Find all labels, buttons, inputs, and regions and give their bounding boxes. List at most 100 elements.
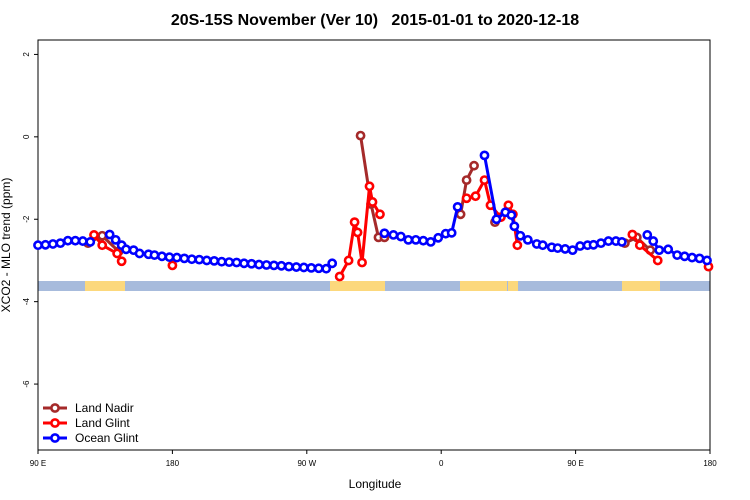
data-point bbox=[224, 257, 235, 268]
data-point bbox=[164, 252, 175, 263]
data-point bbox=[469, 160, 479, 171]
data-point bbox=[110, 234, 121, 245]
y-tick-label: 2 bbox=[22, 52, 31, 57]
data-point bbox=[627, 229, 638, 240]
data-point bbox=[349, 217, 360, 228]
data-point bbox=[116, 256, 127, 267]
data-point bbox=[261, 260, 272, 270]
data-point bbox=[455, 209, 466, 220]
data-point bbox=[112, 248, 123, 259]
data-point bbox=[410, 234, 421, 245]
data-point bbox=[149, 250, 160, 260]
data-point bbox=[283, 261, 294, 272]
data-point bbox=[506, 210, 517, 221]
data-point bbox=[522, 234, 533, 245]
data-point bbox=[603, 236, 614, 246]
data-point bbox=[40, 239, 51, 250]
data-point bbox=[652, 255, 663, 266]
data-point bbox=[239, 258, 249, 269]
data-point bbox=[364, 181, 375, 192]
data-point bbox=[85, 237, 96, 247]
x-tick-label: 0 bbox=[439, 459, 444, 468]
x-tick-label: 90 W bbox=[297, 459, 316, 468]
legend-label: Land Glint bbox=[75, 416, 130, 430]
data-point bbox=[418, 235, 429, 246]
legend-marker bbox=[50, 418, 60, 428]
data-point bbox=[479, 150, 490, 161]
data-point bbox=[357, 257, 367, 268]
data-point bbox=[425, 237, 436, 247]
data-point bbox=[179, 253, 190, 264]
data-point bbox=[89, 230, 99, 240]
data-point bbox=[452, 201, 463, 212]
data-point bbox=[642, 230, 653, 240]
data-point bbox=[687, 252, 697, 263]
data-point bbox=[334, 271, 345, 282]
x-tick-label: 90 E bbox=[30, 459, 46, 468]
y-tick-label: -6 bbox=[22, 380, 31, 388]
data-point bbox=[33, 240, 43, 251]
data-point bbox=[395, 231, 406, 242]
data-point bbox=[194, 254, 205, 265]
data-point bbox=[70, 235, 81, 246]
data-point bbox=[104, 229, 115, 240]
data-point bbox=[171, 252, 182, 263]
data-point bbox=[352, 227, 363, 238]
data-point bbox=[167, 260, 178, 271]
data-point bbox=[403, 234, 414, 245]
x-tick-label: 180 bbox=[703, 459, 717, 468]
y-tick-label: -4 bbox=[22, 298, 31, 306]
data-point bbox=[121, 244, 132, 255]
data-point bbox=[672, 250, 683, 260]
data-point bbox=[433, 232, 444, 243]
data-point bbox=[379, 228, 390, 239]
x-tick-label: 90 E bbox=[567, 459, 583, 468]
data-point bbox=[306, 262, 317, 273]
data-point bbox=[269, 260, 279, 271]
data-point bbox=[201, 255, 212, 266]
data-point bbox=[276, 260, 287, 271]
data-point bbox=[313, 263, 324, 274]
legend-marker bbox=[50, 403, 60, 413]
surface-strip bbox=[38, 281, 710, 291]
data-point bbox=[298, 262, 309, 273]
legend-marker bbox=[50, 433, 60, 443]
data-point bbox=[186, 254, 197, 265]
data-point bbox=[254, 259, 264, 270]
data-point bbox=[616, 237, 627, 247]
y-tick-label: -2 bbox=[22, 215, 31, 223]
data-point bbox=[461, 175, 472, 186]
data-point bbox=[367, 197, 378, 207]
y-axis-label: XCO2 - MLO trend (ppm) bbox=[0, 178, 13, 313]
data-point bbox=[654, 245, 665, 256]
data-point bbox=[588, 239, 599, 250]
data-point bbox=[55, 238, 66, 249]
data-point bbox=[515, 230, 526, 241]
data-point bbox=[246, 258, 257, 269]
data-point bbox=[461, 193, 472, 204]
data-point bbox=[231, 257, 242, 268]
data-point bbox=[216, 256, 227, 267]
data-point bbox=[560, 244, 571, 254]
data-point bbox=[634, 240, 645, 251]
legend-label: Ocean Glint bbox=[75, 431, 139, 445]
data-point bbox=[648, 236, 659, 246]
data-point bbox=[567, 245, 578, 256]
data-point bbox=[491, 214, 502, 225]
data-point bbox=[327, 258, 338, 269]
data-point bbox=[375, 209, 385, 220]
data-point bbox=[97, 230, 108, 241]
data-point bbox=[157, 251, 167, 262]
data-point bbox=[470, 191, 481, 202]
y-tick-label: 0 bbox=[22, 134, 31, 139]
data-point bbox=[596, 238, 606, 249]
series-line bbox=[459, 164, 476, 215]
data-point bbox=[62, 235, 73, 246]
data-point bbox=[679, 251, 690, 262]
data-point bbox=[575, 241, 585, 251]
data-point bbox=[479, 175, 490, 186]
data-point bbox=[702, 255, 712, 266]
data-point bbox=[97, 240, 108, 251]
legend-label: Land Nadir bbox=[75, 401, 134, 415]
